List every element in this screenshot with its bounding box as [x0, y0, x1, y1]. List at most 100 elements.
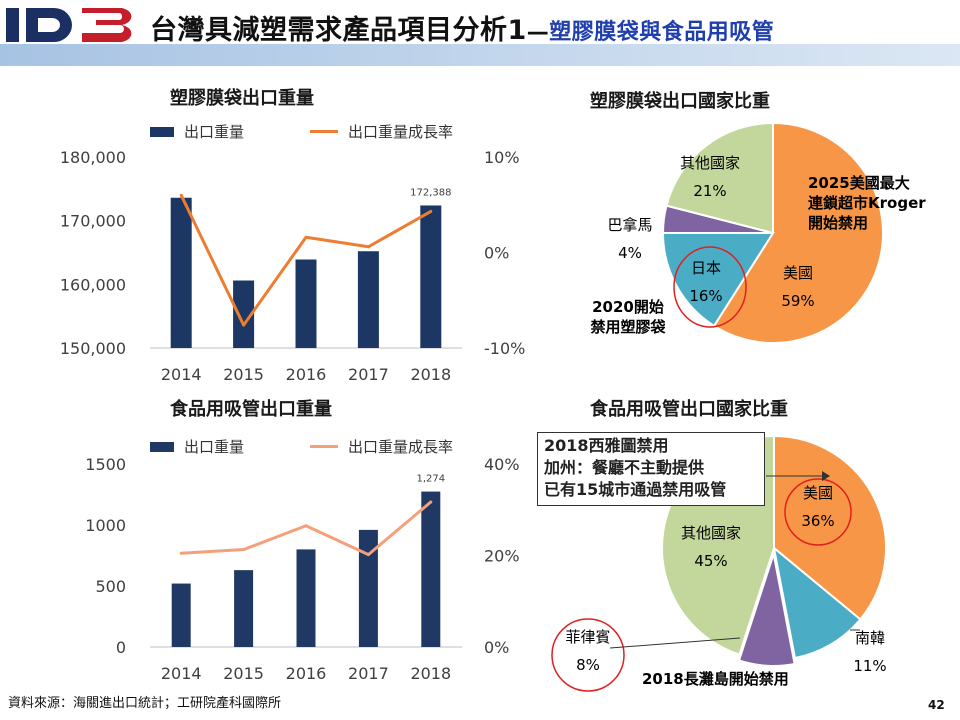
callout-arrow-head [822, 471, 830, 481]
data-label: 1,274 [416, 474, 445, 485]
growth-rate-point [429, 500, 433, 504]
bar [420, 205, 442, 348]
growth-rate-point [366, 553, 370, 557]
title-underline-bar [0, 44, 960, 66]
y-right-tick-label: 0% [484, 638, 509, 657]
legend-bar-label: 出口重量 [184, 123, 245, 141]
y-left-tick-label: 170,000 [60, 212, 126, 231]
slice-percent: 59% [781, 292, 814, 310]
kroger-annotation-line: 連鎖超市Kroger [808, 194, 926, 212]
growth-rate-point [304, 235, 308, 239]
straw-share-chart-title: 食品用吸管出口國家比重 [590, 399, 788, 420]
x-tick-label: 2015 [223, 664, 264, 683]
slice-percent: 8% [576, 656, 600, 674]
x-tick-label: 2014 [161, 664, 202, 683]
straw-weight-chart-title: 食品用吸管出口重量 [170, 399, 332, 420]
slice-label: 其他國家 [681, 524, 741, 542]
growth-rate-point [304, 524, 308, 528]
kroger-annotation-line: 2025美國最大 [808, 174, 910, 192]
slice-label: 日本 [691, 259, 721, 277]
x-tick-label: 2017 [348, 365, 389, 384]
x-tick-label: 2016 [286, 664, 327, 683]
slice-percent: 21% [693, 182, 726, 200]
boracay-annotation-line: 2018長灘島開始禁用 [642, 670, 789, 688]
callout-line: 加州：餐廳不主動提供 [544, 458, 705, 477]
x-tick-label: 2017 [348, 664, 389, 683]
bar [233, 280, 255, 348]
bar [170, 197, 192, 348]
japan-annotation-line: 2020開始 [592, 298, 664, 316]
straw-weight-chart: 0 500 1000 1500 0% 20% 40% 2014 2015 2016 2017 2018… [85, 455, 520, 683]
legend-bar-swatch [150, 441, 174, 452]
y-left-tick-label: 0 [116, 638, 126, 657]
us-straw-ban-callout: 2018西雅圖禁用 加州：餐廳不主動提供 已有15城市通過禁用吸管 [537, 432, 765, 506]
growth-rate-point [366, 245, 370, 249]
bag-weight-legend: 出口重量 出口重量成長率 [150, 121, 453, 142]
y-right-tick-label: 20% [484, 547, 520, 566]
slice-percent: 45% [694, 552, 727, 570]
bar [358, 529, 378, 647]
callout-line: 已有15城市通過禁用吸管 [544, 480, 727, 499]
legend-line-swatch [310, 130, 339, 133]
page-title: 台灣具減塑需求產品項目分析1—塑膠膜袋與食品用吸管 [150, 15, 775, 46]
pie-slice [661, 232, 775, 328]
bag-share-pie: 美國 59% 日本 16% 巴拿馬 4% 其他國家 21% 2025美國最大連鎖超市Kroger… [590, 121, 926, 344]
legend-line-label: 出口重量成長率 [348, 438, 454, 456]
growth-rate-point [179, 193, 183, 197]
x-tick-label: 2018 [410, 365, 451, 384]
slice-percent: 4% [618, 244, 642, 262]
page-subtitle: 塑膠膜袋與食品用吸管 [549, 20, 775, 45]
y-left-tick-label: 500 [95, 577, 126, 596]
growth-rate-point [429, 209, 433, 213]
growth-rate-point [242, 548, 246, 552]
y-right-tick-label: -10% [484, 339, 525, 358]
straw-weight-legend: 出口重量 出口重量成長率 [150, 436, 453, 457]
pie-slice [773, 434, 887, 621]
legend-line-label: 出口重量成長率 [348, 123, 454, 141]
itri-iek-logo [4, 6, 144, 46]
bar [421, 491, 441, 647]
source-note: 資料來源：海關進出口統計；工研院產科國際所 [8, 696, 282, 711]
legend-bar-swatch [150, 126, 174, 137]
y-left-tick-label: 1000 [85, 516, 126, 535]
slice-label: 其他國家 [680, 154, 740, 172]
growth-rate-line [181, 500, 432, 557]
growth-rate-point [242, 323, 246, 327]
y-right-tick-label: 40% [484, 455, 520, 474]
data-label: 172,388 [410, 187, 451, 198]
slice-label: 美國 [803, 484, 833, 502]
bar [296, 549, 316, 647]
legend-line-swatch [310, 445, 339, 448]
callout-line: 2018西雅圖禁用 [544, 436, 669, 455]
pie-slice [737, 553, 796, 667]
y-left-tick-label: 180,000 [60, 148, 126, 167]
x-tick-label: 2016 [286, 365, 327, 384]
x-tick-label: 2015 [223, 365, 264, 384]
slice-label: 巴拿馬 [607, 216, 652, 234]
slice-percent: 36% [801, 512, 834, 530]
x-tick-label: 2018 [410, 664, 451, 683]
bar [357, 251, 379, 348]
y-left-tick-label: 1500 [85, 455, 126, 474]
bag-share-chart-title: 塑膠膜袋出口國家比重 [590, 91, 770, 112]
us-highlight-circle [784, 478, 852, 546]
kroger-annotation-line: 開始禁用 [808, 214, 868, 232]
growth-rate-point [179, 551, 183, 555]
slice-percent: 11% [853, 657, 886, 675]
y-right-tick-label: 0% [484, 244, 509, 263]
bar [171, 583, 191, 647]
slice-label: 美國 [783, 264, 813, 282]
philippines-highlight-circle [551, 618, 625, 692]
slice-label: 南韓 [855, 629, 885, 647]
y-right-tick-label: 10% [484, 148, 520, 167]
y-left-tick-label: 150,000 [60, 339, 126, 358]
pie-slice [712, 121, 884, 344]
philippines-pointer [609, 637, 741, 649]
bag-weight-chart-title: 塑膠膜袋出口重量 [170, 88, 314, 109]
bar [234, 570, 254, 647]
japan-annotation-line: 禁用塑膠袋 [590, 318, 666, 336]
pie-slice [665, 121, 774, 235]
x-tick-label: 2014 [161, 365, 202, 384]
y-left-tick-label: 160,000 [60, 275, 126, 294]
bag-weight-chart: 150,000 160,000 170,000 180,000 -10% 0% 10% 201… [60, 148, 526, 384]
